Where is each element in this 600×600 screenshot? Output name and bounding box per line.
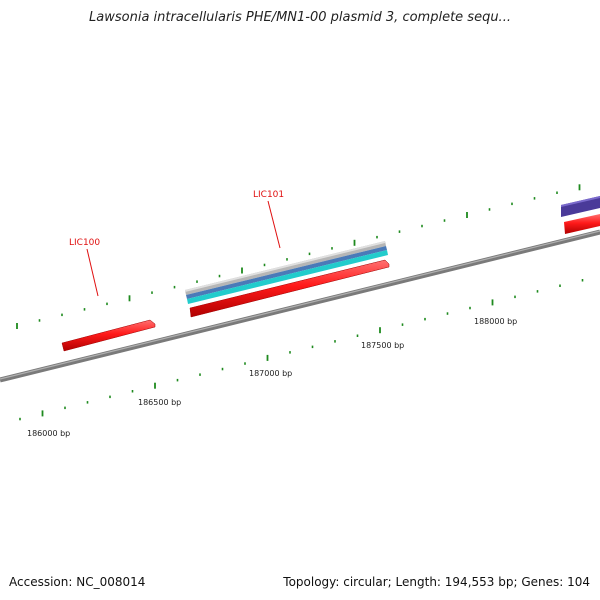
summary-text: Topology: circular; Length: 194,553 bp; … (283, 575, 590, 589)
gene-LIC101-arrow[interactable] (189, 259, 390, 318)
gene-right-arrow[interactable] (564, 214, 600, 234)
sequence-backbone-highlight (0, 230, 600, 380)
LIC101-callout-line (267, 200, 281, 249)
gene-LIC100-arrow[interactable] (61, 319, 156, 352)
gene-label-LIC100: LIC100 (69, 238, 100, 248)
scale-label-186000: 186000 bp (27, 429, 70, 438)
sequence-backbone (0, 229, 600, 383)
feature-purple-right-edge (561, 196, 600, 207)
feature-stack (185, 241, 388, 304)
feature-blue-band (186, 246, 387, 299)
gene-label-LIC101: LIC101 (253, 190, 284, 200)
LIC100-callout-line (86, 248, 99, 297)
tick-marks (16, 184, 584, 421)
feature-purple-right[interactable] (561, 196, 600, 217)
feature-cyan-band (187, 250, 388, 304)
scale-label-188000: 188000 bp (474, 317, 517, 326)
scale-label-187000: 187000 bp (249, 369, 292, 378)
accession-text: Accession: NC_008014 (9, 575, 146, 589)
page-title: Lawsonia intracellularis PHE/MN1-00 plas… (89, 10, 511, 25)
scale-label-186500: 186500 bp (138, 398, 181, 407)
scale-label-187500: 187500 bp (361, 341, 404, 350)
feature-gray-band-light (185, 241, 385, 292)
